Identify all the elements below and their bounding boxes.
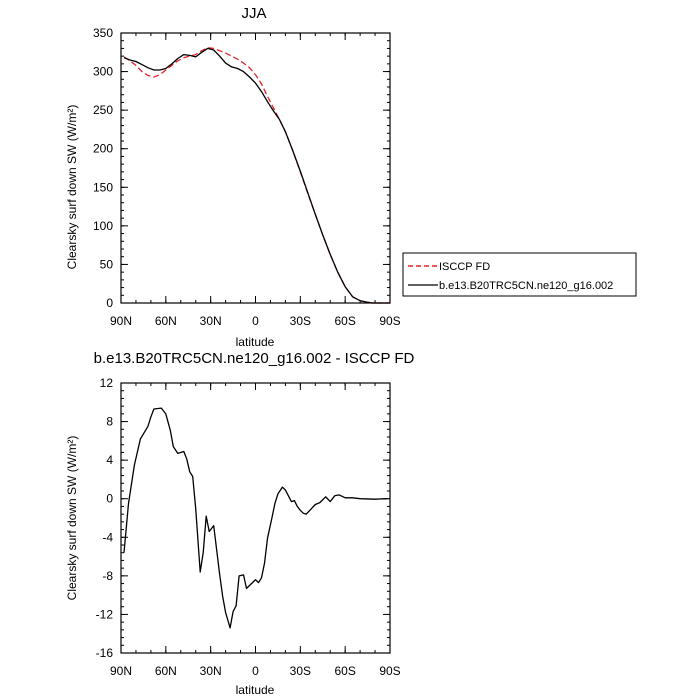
bottom-chart-x-tick-label: 90S (379, 664, 400, 678)
top-chart-y-tick-label: 300 (93, 65, 113, 79)
bottom-chart-x-tick-label: 0 (252, 664, 259, 678)
bottom-chart-plot-frame (120, 382, 391, 654)
top-chart-x-tick-label: 60N (155, 314, 177, 328)
bottom-chart-x-tick-label: 60N (155, 664, 177, 678)
top-chart-y-tick-label: 50 (100, 257, 114, 271)
bottom-chart-y-tick-label: 4 (106, 453, 113, 467)
bottom-chart-y-tick-label: 0 (106, 492, 113, 506)
bottom-chart-x-tick-label: 30N (200, 664, 222, 678)
bottom-chart-y-tick-label: -16 (96, 646, 114, 660)
legend-box (402, 252, 637, 297)
bottom-chart-title: b.e13.B20TRC5CN.ne120_g16.002 - ISCCP FD (94, 350, 415, 367)
legend-label-model: b.e13.B20TRC5CN.ne120_g16.002 (439, 280, 613, 292)
bottom-chart-y-tick-label: 12 (100, 376, 114, 390)
bottom-chart-series-line-0 (123, 407, 388, 629)
top-chart-x-tick-label: 90S (379, 314, 400, 328)
top-chart-x-tick-label: 30S (290, 314, 311, 328)
top-chart-x-tick-label: 90N (110, 314, 132, 328)
bottom-chart-y-tick-label: -4 (102, 530, 113, 544)
top-chart-series-line-1 (123, 47, 390, 304)
top-chart-xlabel: latitude (236, 335, 275, 349)
bottom-chart-y-tick-label: -8 (102, 569, 113, 583)
top-chart-y-tick-label: 200 (93, 142, 113, 156)
top-chart-series-line-0 (123, 47, 390, 304)
top-chart-title: JJA (241, 5, 266, 22)
bottom-chart-ylabel: Clearsky surf down SW (W/m²) (65, 436, 79, 601)
bottom-chart-xlabel: latitude (236, 683, 275, 697)
bottom-chart-x-tick-label: 90N (110, 664, 132, 678)
top-chart-x-tick-label: 60S (334, 314, 355, 328)
top-chart-y-tick-label: 250 (93, 103, 113, 117)
top-chart-y-tick-label: 0 (106, 296, 113, 310)
bottom-chart-panel: b.e13.B20TRC5CN.ne120_g16.002 - ISCCP FD… (65, 350, 415, 697)
bottom-chart-x-tick-label: 60S (334, 664, 355, 678)
bottom-chart-x-tick-label: 30S (290, 664, 311, 678)
top-chart-panel: JJA latitude Clearsky surf down SW (W/m²… (65, 5, 401, 349)
top-chart-y-tick-label: 350 (93, 26, 113, 40)
bottom-chart-y-tick-label: -12 (96, 607, 114, 621)
top-chart-x-tick-label: 30N (200, 314, 222, 328)
legend-label-isccp: ISCCP FD (439, 261, 490, 273)
legend: ISCCP FD b.e13.B20TRC5CN.ne120_g16.002 (402, 252, 637, 297)
top-chart-plot-frame (120, 32, 391, 304)
top-chart-y-tick-label: 100 (93, 219, 113, 233)
top-chart-ylabel: Clearsky surf down SW (W/m²) (65, 105, 79, 270)
top-chart-x-tick-label: 0 (252, 314, 259, 328)
top-chart-y-tick-label: 150 (93, 180, 113, 194)
bottom-chart-y-tick-label: 8 (106, 415, 113, 429)
